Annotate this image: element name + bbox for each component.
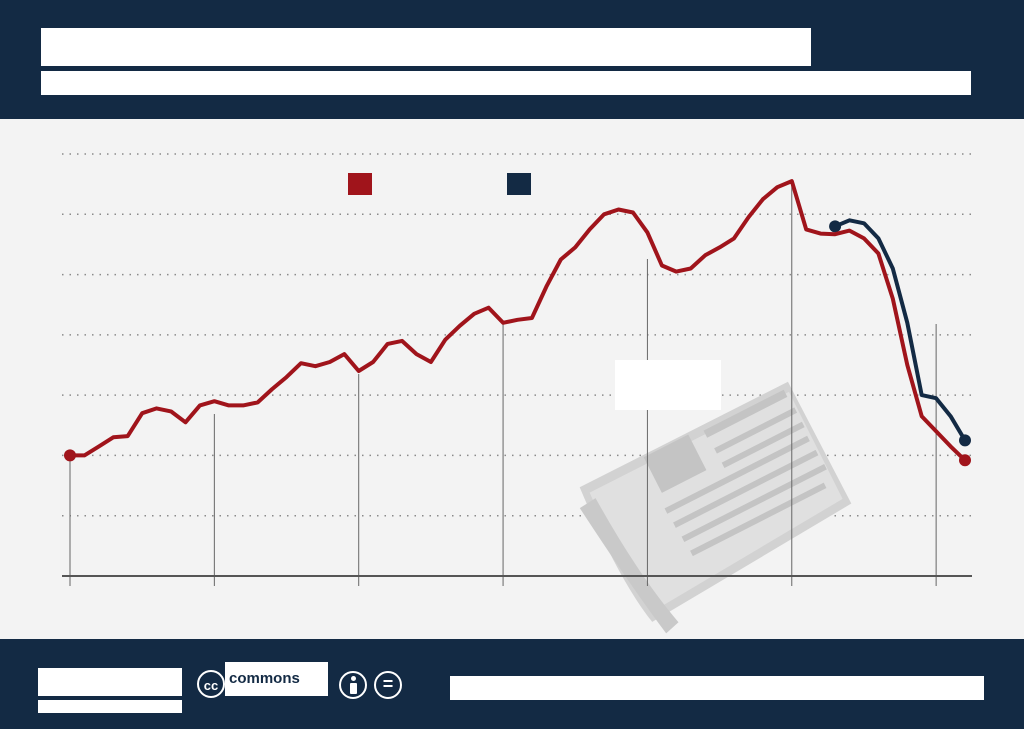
series-endpoint: [64, 449, 76, 462]
vertical-markers: [69, 184, 937, 586]
license-label: commons: [229, 670, 300, 687]
series-endpoint: [959, 434, 971, 447]
line-chart: [62, 153, 972, 634]
header-banner: [0, 0, 1024, 119]
logo-tagline: [38, 700, 182, 713]
subtitle-bar: [41, 71, 971, 95]
series-endpoint: [829, 220, 842, 233]
series-line: [68, 179, 967, 463]
grid-lines: [62, 153, 972, 517]
legend-swatch-red: [348, 173, 372, 195]
newspaper-icon: [579, 381, 852, 634]
legend-swatch-navy: [507, 173, 531, 195]
person-icon: [339, 671, 367, 699]
series-endpoint: [959, 454, 971, 467]
legend: [348, 173, 531, 195]
license-label-bar: commons: [225, 662, 328, 696]
title-bar: [41, 28, 811, 66]
source-text: [450, 676, 984, 684]
source-bar: [450, 676, 984, 700]
chart-area: [0, 119, 1024, 639]
page-title: [41, 28, 811, 36]
logo: [38, 668, 182, 696]
series-lines: [64, 179, 971, 467]
equals-icon: =: [374, 671, 402, 699]
annotation-box: [615, 360, 721, 410]
series-line: [833, 218, 967, 443]
page-subtitle: [41, 71, 971, 77]
cc-icon: cc: [197, 670, 225, 698]
